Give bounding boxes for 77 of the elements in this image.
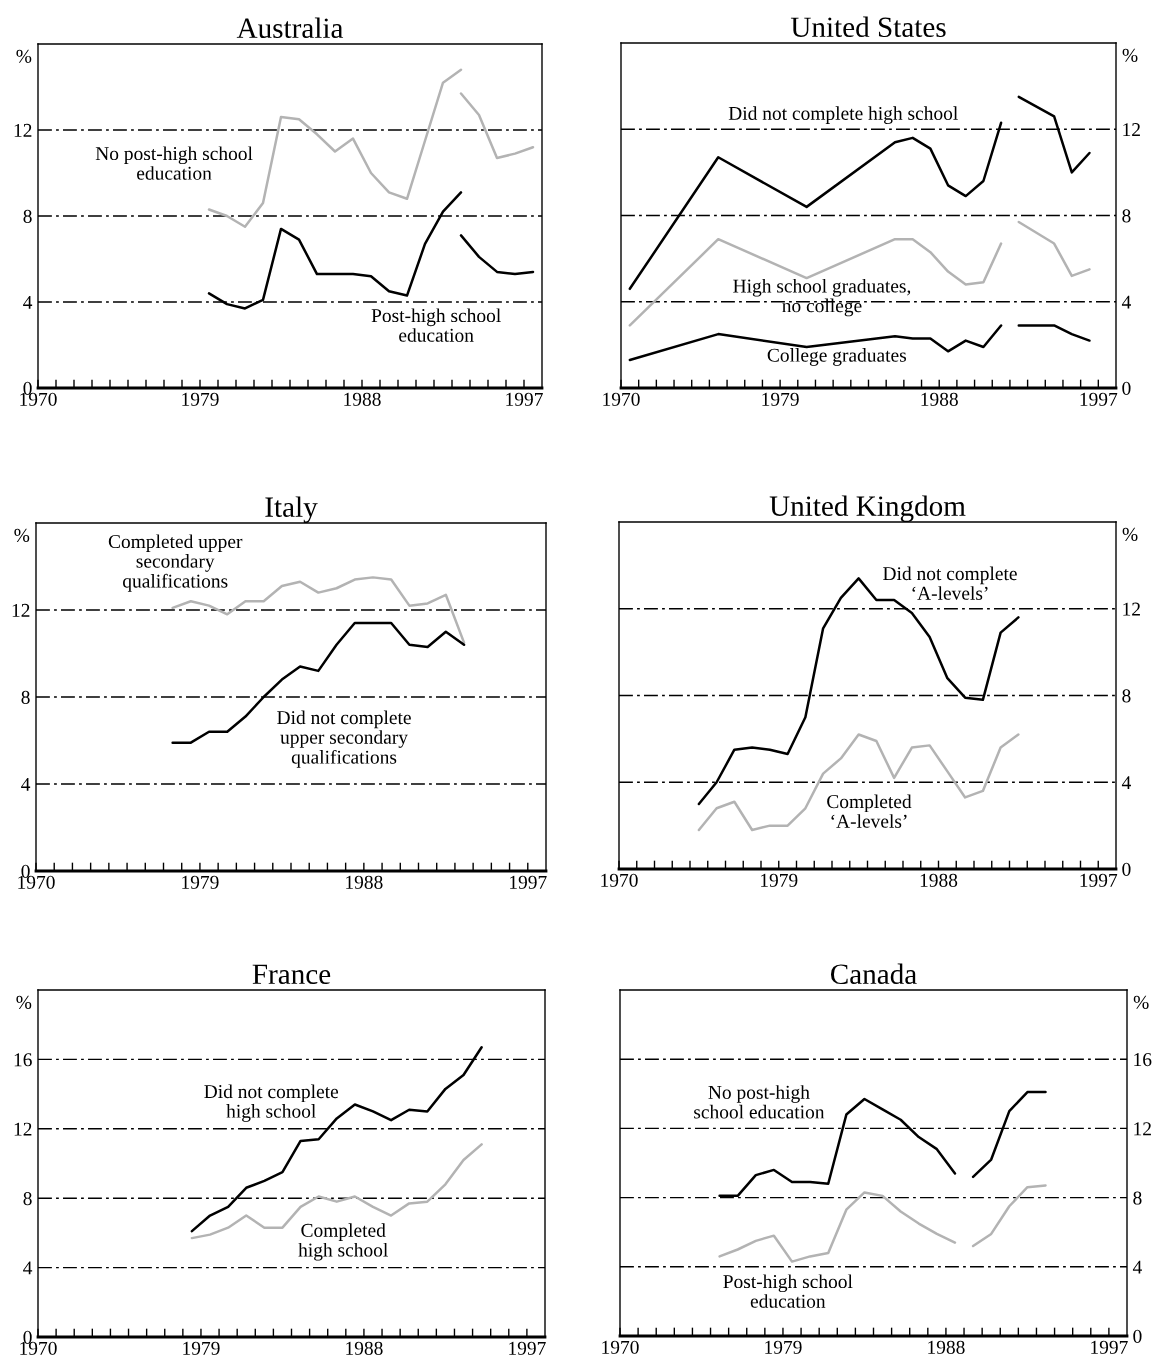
x-tick-label: 1988 xyxy=(344,392,381,406)
line-series xyxy=(971,1184,1047,1248)
y-tick-label: 0 xyxy=(1122,862,1131,876)
series-label: Post-high school education xyxy=(723,1274,853,1308)
line-series xyxy=(190,1143,483,1240)
x-tick-label: 1979 xyxy=(765,1340,802,1354)
y-axis-title: % xyxy=(1122,48,1138,62)
y-tick-label: 16 xyxy=(1134,1053,1152,1067)
y-axis-title: % xyxy=(1133,995,1149,1009)
series-label: High school graduates, no college xyxy=(733,278,911,317)
chart-title: Italy xyxy=(265,496,318,523)
chart-title: Canada xyxy=(830,963,917,985)
series-label: Did not complete upper secondary qualifications xyxy=(277,710,411,768)
chart-title: Australia xyxy=(236,17,344,39)
x-tick-label: 1979 xyxy=(182,392,219,406)
x-tick-label: 1988 xyxy=(920,873,958,887)
line-series xyxy=(718,1191,957,1263)
x-tick-label: 1979 xyxy=(762,392,799,406)
x-tick-label: 1979 xyxy=(183,1341,220,1355)
y-tick-label: 12 xyxy=(14,123,32,137)
y-tick-label: 8 xyxy=(21,690,30,704)
series-label: Did not complete ‘A-levels’ xyxy=(883,566,1017,600)
chart-title: France xyxy=(252,964,331,985)
x-tick-label: 1979 xyxy=(182,875,219,889)
x-tick-label: 1970 xyxy=(601,873,638,887)
y-tick-label: 8 xyxy=(1122,209,1131,223)
y-tick-label: 8 xyxy=(1133,1191,1142,1205)
x-tick-label: 1997 xyxy=(1080,392,1118,406)
y-tick-label: 4 xyxy=(21,777,31,791)
series-label: Post-high school education xyxy=(371,308,501,342)
y-axis-title: % xyxy=(16,49,32,63)
y-tick-label: 12 xyxy=(1123,602,1140,616)
line-series xyxy=(1017,220,1091,278)
x-tick-label: 1997 xyxy=(510,875,547,889)
y-tick-label: 16 xyxy=(14,1053,32,1067)
series-label: No post-high school education xyxy=(694,1085,825,1119)
y-tick-label: 0 xyxy=(1133,1329,1142,1343)
y-tick-label: 12 xyxy=(14,1122,32,1136)
y-tick-label: 4 xyxy=(1132,1260,1142,1274)
y-axis-title: % xyxy=(16,995,32,1009)
x-tick-label: 1988 xyxy=(346,875,383,889)
y-tick-label: 4 xyxy=(23,1261,33,1275)
line-series xyxy=(459,92,535,160)
line-series xyxy=(459,234,535,276)
y-tick-label: 12 xyxy=(1134,1122,1151,1136)
x-tick-label: 1970 xyxy=(603,392,640,406)
x-tick-label: 1988 xyxy=(928,1340,965,1354)
series-label: Completed upper secondary qualifications xyxy=(108,534,243,592)
series-label: Completed high school xyxy=(298,1223,388,1261)
x-tick-label: 1997 xyxy=(1080,873,1118,887)
x-tick-label: 1970 xyxy=(602,1340,639,1354)
y-axis-title: % xyxy=(1122,527,1138,541)
x-tick-label: 1997 xyxy=(509,1341,546,1355)
line-series xyxy=(628,237,1003,327)
x-tick-label: 1988 xyxy=(346,1341,383,1355)
y-tick-label: 4 xyxy=(1121,295,1131,309)
y-tick-label: 8 xyxy=(23,209,32,223)
y-tick-label: 12 xyxy=(1123,123,1140,136)
x-tick-label: 1997 xyxy=(506,392,543,406)
y-tick-label: 8 xyxy=(23,1192,32,1206)
series-label: Completed ‘A-levels’ xyxy=(827,794,912,828)
line-series xyxy=(697,733,1020,832)
x-tick-label: 1979 xyxy=(761,873,798,887)
x-tick-label: 1997 xyxy=(1091,1340,1128,1354)
y-tick-label: 0 xyxy=(1122,381,1131,395)
x-tick-label: 1988 xyxy=(921,392,958,406)
series-label: Did not complete high school xyxy=(204,1084,339,1122)
y-tick-label: 4 xyxy=(23,295,33,309)
chart-title: United States xyxy=(790,16,946,38)
y-tick-label: 4 xyxy=(1121,776,1131,789)
series-label: Did not complete high school xyxy=(728,106,958,124)
y-tick-label: 12 xyxy=(12,603,30,617)
chart-title: United Kingdom xyxy=(769,495,966,522)
series-label: No post-high school education xyxy=(95,146,253,180)
y-axis-title: % xyxy=(14,528,30,542)
y-tick-label: 8 xyxy=(1122,689,1131,703)
series-label: College graduates xyxy=(767,348,907,366)
